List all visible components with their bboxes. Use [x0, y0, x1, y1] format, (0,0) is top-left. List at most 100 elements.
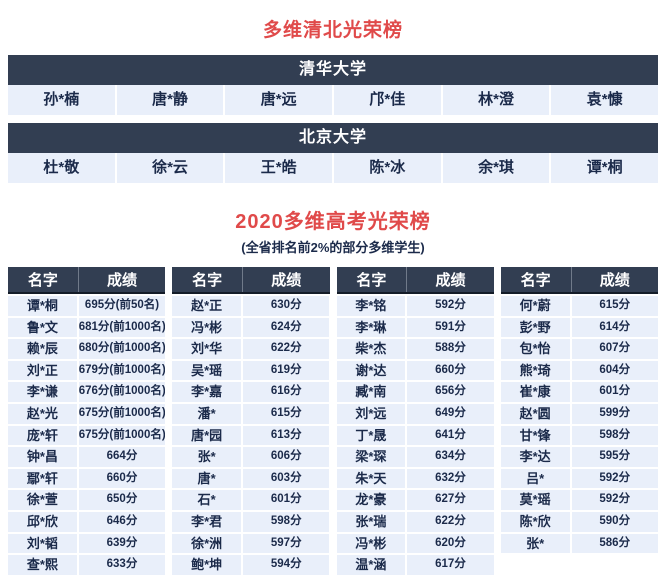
student-name-cell: 余*琪 [440, 153, 550, 183]
university-students-row: 杜*敬 徐*云 王*皓 陈*冰 余*琪 谭*桐 [8, 153, 659, 183]
score-row: 丁*晟 641分 [336, 425, 494, 446]
score-row: 张* 606分 [172, 447, 330, 467]
student-name-cell: 杜*敬 [8, 153, 115, 183]
student-name-cell: 谢*达 [336, 360, 408, 381]
student-score-cell: 592分 [571, 490, 658, 510]
student-score-cell: 601分 [243, 490, 330, 510]
score-row: 唐*园 613分 [172, 425, 330, 446]
student-score-cell: 597分 [243, 533, 330, 554]
student-score-cell: 616分 [243, 382, 330, 402]
score-column-header: 成绩 [599, 272, 630, 289]
student-name-cell: 徐*洲 [172, 533, 243, 554]
score-row: 刘*正 679分(前1000名) [8, 360, 166, 381]
student-score-cell: 613分 [243, 425, 330, 446]
student-name-cell: 梁*琛 [336, 447, 408, 467]
gaokao-subtitle: (全省排名前2%的部分多维学生) [241, 240, 425, 255]
student-name-cell: 李*君 [172, 511, 243, 532]
student-name-cell: 谭*桐 [549, 153, 659, 183]
student-name-cell: 唐*远 [223, 85, 333, 115]
score-row: 陈*欣 590分 [500, 511, 658, 532]
student-name-cell: 李*琳 [336, 317, 408, 338]
student-score-cell: 614分 [571, 317, 658, 338]
student-name-cell: 李*嘉 [172, 382, 243, 402]
score-row: 刘*远 649分 [336, 403, 494, 424]
student-name-cell: 袁*慷 [549, 85, 659, 115]
score-row: 赵*圆 599分 [500, 403, 658, 424]
student-name-cell: 李*铭 [336, 296, 408, 316]
student-score-cell: 660分 [78, 468, 166, 489]
score-row: 刘*韬 639分 [8, 533, 166, 554]
student-name-cell: 庞*轩 [8, 425, 79, 446]
student-name-cell: 唐*静 [114, 85, 224, 115]
student-score-cell: 598分 [243, 511, 330, 532]
student-score-cell: 680分(前1000名) [78, 339, 166, 359]
student-name-cell: 何*蔚 [500, 296, 572, 316]
student-name-cell: 赖*辰 [8, 339, 79, 359]
student-score-cell: 624分 [243, 317, 330, 338]
student-score-cell: 620分 [407, 533, 494, 554]
student-name-cell: 臧*南 [336, 382, 408, 402]
score-row: 查*熙 633分 [8, 555, 166, 575]
student-name-cell: 温*涵 [336, 555, 408, 575]
student-score-cell: 592分 [571, 468, 658, 489]
student-score-cell: 641分 [407, 425, 494, 446]
student-name-cell: 李*达 [500, 447, 572, 467]
score-row: 朱*天 632分 [336, 468, 494, 489]
student-score-cell: 675分(前1000名) [78, 403, 166, 424]
student-score-cell: 598分 [571, 425, 658, 446]
student-name-cell: 冯*彬 [172, 317, 243, 338]
score-row: 李*铭 592分 [336, 296, 494, 316]
student-name-cell: 鄢*轩 [8, 468, 79, 489]
gaokao-honor-roll-title: 2020多维高考光荣榜 [235, 211, 431, 233]
student-name-cell: 朱*天 [336, 468, 408, 489]
score-row: 冯*彬 624分 [172, 317, 330, 338]
student-score-cell: 634分 [407, 447, 494, 467]
student-score-cell: 591分 [407, 317, 494, 338]
score-row: 钟*昌 664分 [8, 447, 166, 467]
score-group-header: 名字 成绩 [8, 267, 166, 294]
score-row: 鄢*轩 660分 [8, 468, 166, 489]
student-name-cell: 谭*桐 [8, 296, 79, 316]
score-table: 名字 成绩 谭*桐 695分(前50名) 鲁*文 681分(前1000名) 赖*辰 680分(… [8, 267, 658, 575]
score-group-column: 名字 成绩 李*铭 592分 李*琳 591分 柴*杰 588分 谢*达 660分 臧*南 656分刘… [336, 267, 494, 575]
student-name-cell: 王*皓 [223, 153, 333, 183]
score-row: 谭*桐 695分(前50名) [8, 296, 166, 316]
name-column-header: 名字 [8, 267, 79, 292]
student-score-cell: 675分(前1000名) [78, 425, 166, 446]
score-group-column: 名字 成绩 赵*正 630分 冯*彬 624分 刘*华 622分 吴*瑶 619分 李*嘉 616分潘… [172, 267, 330, 575]
score-row: 李*琳 591分 [336, 317, 494, 338]
score-row: 何*蔚 615分 [500, 296, 658, 316]
student-name-cell: 张* [500, 533, 572, 554]
student-score-cell: 588分 [407, 339, 494, 359]
score-column-header: 成绩 [435, 272, 466, 289]
student-name-cell: 熊*琦 [500, 360, 572, 381]
score-group-column: 名字 成绩 谭*桐 695分(前50名) 鲁*文 681分(前1000名) 赖*辰 680分(… [8, 267, 166, 575]
score-group-header: 名字 成绩 [336, 267, 494, 294]
student-name-cell: 刘*远 [336, 403, 408, 424]
score-row: 鲍*坤 594分 [172, 555, 330, 575]
student-name-cell: 龙*豪 [336, 490, 408, 510]
student-score-cell: 622分 [407, 511, 494, 532]
student-score-cell: 650分 [78, 490, 166, 510]
student-score-cell: 679分(前1000名) [78, 360, 166, 381]
score-row: 吕* 592分 [500, 468, 658, 489]
university-name-header: 北京大学 [8, 123, 658, 153]
score-row: 赵*正 630分 [172, 296, 330, 316]
student-score-cell: 681分(前1000名) [78, 317, 166, 338]
student-score-cell: 617分 [407, 555, 494, 575]
score-row: 熊*琦 604分 [500, 360, 658, 381]
score-row: 庞*轩 675分(前1000名) [8, 425, 166, 446]
student-name-cell: 唐* [172, 468, 243, 489]
student-name-cell: 刘*华 [172, 339, 243, 359]
student-name-cell: 吕* [500, 468, 572, 489]
qingbei-honor-roll-title: 多维清北光荣榜 [262, 20, 403, 41]
score-row: 臧*南 656分 [336, 382, 494, 402]
student-name-cell: 孙*楠 [8, 85, 115, 115]
student-score-cell: 615分 [243, 403, 330, 424]
student-name-cell: 唐*园 [172, 425, 243, 446]
student-name-cell: 林*澄 [440, 85, 550, 115]
score-row: 徐*洲 597分 [172, 533, 330, 554]
score-row: 李*达 595分 [500, 447, 658, 467]
score-row: 崔*康 601分 [500, 382, 658, 402]
student-name-cell: 陈*欣 [500, 511, 572, 532]
